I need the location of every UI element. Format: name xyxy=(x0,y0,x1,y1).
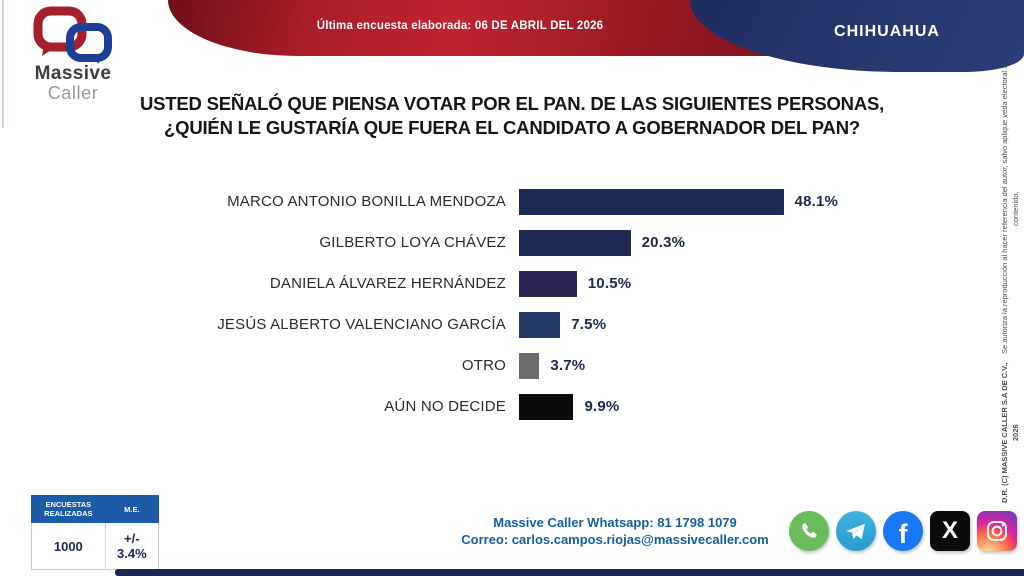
table-value-sample-size: 1000 xyxy=(31,522,106,570)
value-bar xyxy=(519,270,577,297)
survey-date-text: Última encuesta elaborada: 06 DE ABRIL D… xyxy=(316,20,604,32)
value-label: 20.3% xyxy=(641,234,686,251)
candidate-label: JESÚS ALBERTO VALENCIANO GARCÍA xyxy=(217,316,506,333)
question-line-2: ¿QUIÉN LE GUSTARÍA QUE FUERA EL CANDIDAT… xyxy=(164,117,860,138)
contact-whatsapp: Massive Caller Whatsapp: 81 1798 1079 xyxy=(493,515,737,530)
value-label: 10.5% xyxy=(587,275,632,292)
x-icon[interactable]: X xyxy=(930,511,970,551)
candidate-label: DANIELA ÁLVAREZ HERNÁNDEZ xyxy=(269,275,506,292)
value-label: 48.1% xyxy=(794,193,839,210)
logo-text-massive: Massive xyxy=(34,63,112,84)
copyright-note: D.R. (C) MASSIVE CALLER S.A DE C.V., 202… xyxy=(999,58,1021,506)
massive-caller-logo: Massive Caller xyxy=(18,6,128,103)
candidate-label: OTRO xyxy=(461,357,506,374)
state-banner: CHIHUAHUA xyxy=(690,0,1024,72)
social-icons-row: f X xyxy=(789,511,1017,551)
candidate-label: AÚN NO DECIDE xyxy=(384,398,506,415)
contact-email: Correo: carlos.campos.riojas@massivecall… xyxy=(461,532,769,547)
copyright-line: D.R. (C) MASSIVE CALLER S.A DE C.V., 202… xyxy=(1000,362,1020,504)
value-bar xyxy=(519,229,631,256)
question-title: USTED SEÑALÓ QUE PIENSA VOTAR POR EL PAN… xyxy=(0,92,1024,140)
chart-row: GILBERTO LOYA CHÁVEZ 20.3% xyxy=(0,222,880,263)
value-bar xyxy=(519,352,540,379)
instagram-icon[interactable] xyxy=(977,511,1017,551)
telegram-icon[interactable] xyxy=(836,511,876,551)
table-header-me: M.E. xyxy=(104,495,160,523)
facebook-icon[interactable]: f xyxy=(883,511,923,551)
whatsapp-icon[interactable] xyxy=(789,511,829,551)
state-name: CHIHUAHUA xyxy=(834,23,940,40)
value-label: 3.7% xyxy=(550,357,586,374)
logo-text-caller: Caller xyxy=(47,83,99,103)
contact-block: Massive Caller Whatsapp: 81 1798 1079 Co… xyxy=(420,514,810,548)
candidate-label: GILBERTO LOYA CHÁVEZ xyxy=(319,234,506,251)
value-bar xyxy=(519,311,561,338)
chart-row: DANIELA ÁLVAREZ HERNÁNDEZ 10.5% xyxy=(0,263,880,304)
value-label: 7.5% xyxy=(571,316,607,333)
value-bar xyxy=(519,393,574,420)
question-line-1: USTED SEÑALÓ QUE PIENSA VOTAR POR EL PAN… xyxy=(139,93,885,114)
candidate-bar-chart: MARCO ANTONIO BONILLA MENDOZA 48.1% GILBER… xyxy=(0,181,880,427)
sample-stats-table: ENCUESTAS REALIZADAS M.E. 1000 +/- 3.4% xyxy=(31,495,160,570)
table-header-encuestas: ENCUESTAS REALIZADAS xyxy=(31,495,106,523)
value-bar xyxy=(519,188,784,215)
chart-row: JESÚS ALBERTO VALENCIANO GARCÍA 7.5% xyxy=(0,304,880,345)
chart-row: OTRO 3.7% xyxy=(0,345,880,386)
bottom-accent-bar xyxy=(115,569,1024,576)
reproduction-note: Se autoriza la reproducción al hacer ref… xyxy=(1000,63,1020,355)
left-edge-accent xyxy=(2,0,4,128)
chart-row: MARCO ANTONIO BONILLA MENDOZA 48.1% xyxy=(0,181,880,222)
value-label: 9.9% xyxy=(584,398,620,415)
table-value-margin-error: +/- 3.4% xyxy=(117,531,147,561)
candidate-label: MARCO ANTONIO BONILLA MENDOZA xyxy=(227,193,506,210)
chart-row: AÚN NO DECIDE 9.9% xyxy=(0,386,880,427)
logo-bubbles-icon xyxy=(33,6,112,64)
